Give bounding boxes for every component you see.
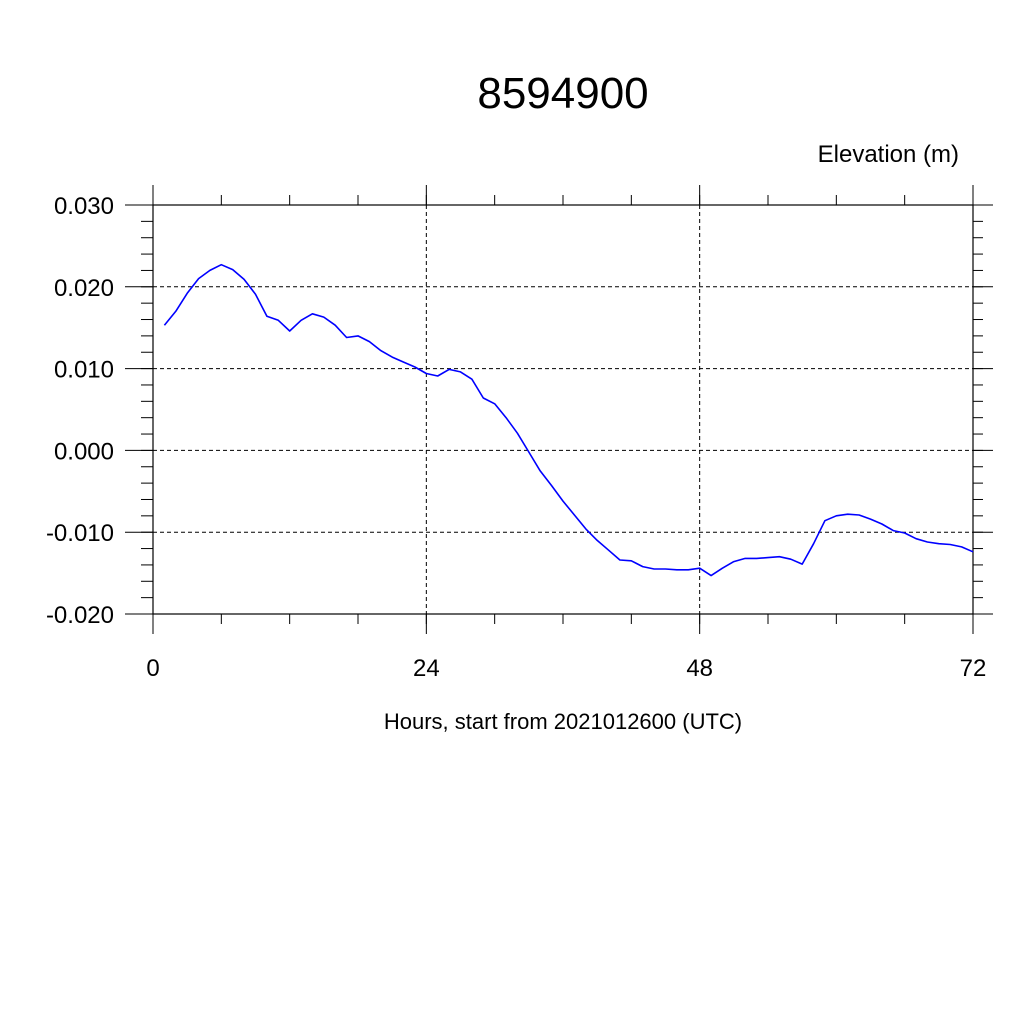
x-tick-label: 72: [960, 655, 987, 682]
tick-labels-layer: -0.020 -0.010 0.000 0.010 0.020 0.030 0 24 48 72: [46, 193, 986, 682]
chart-title: 8594900: [477, 69, 648, 118]
y-tick-label: 0.020: [54, 275, 114, 302]
series-layer: [163, 263, 974, 577]
y-tick-label: 0.030: [54, 193, 114, 220]
x-tick-label: 48: [686, 655, 713, 682]
ticks-layer: [125, 185, 993, 634]
unit-label: Elevation (m): [818, 141, 959, 168]
plot-frame: [152, 204, 974, 615]
y-tick-label: -0.020: [46, 602, 114, 629]
y-tick-label: -0.010: [46, 520, 114, 547]
y-tick-label: 0.010: [54, 357, 114, 384]
y-tick-label: 0.000: [54, 438, 114, 465]
x-axis-label: Hours, start from 2021012600 (UTC): [384, 709, 742, 734]
x-tick-label: 0: [146, 655, 159, 682]
x-tick-label: 24: [413, 655, 440, 682]
series-line: [163, 263, 974, 577]
